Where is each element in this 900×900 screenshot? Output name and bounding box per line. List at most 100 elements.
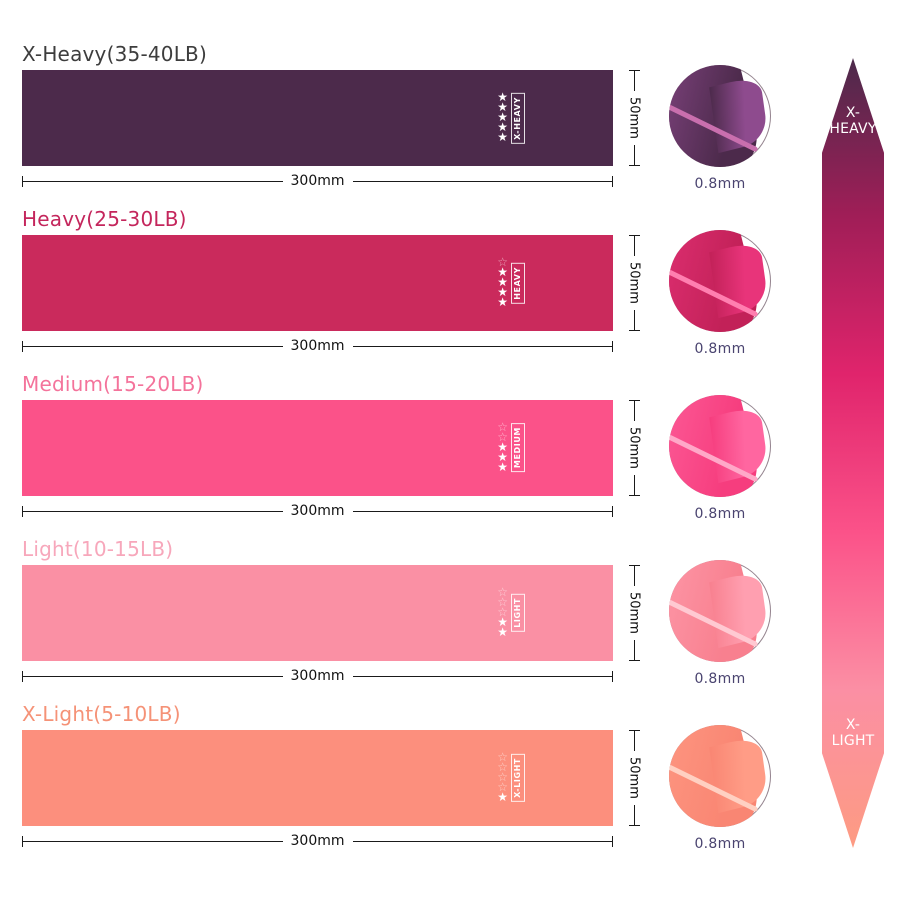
width-dimension: 50mm [624,235,644,331]
thickness-detail: 0.8mm [665,65,775,192]
band-star-rating: ☆ ☆ ☆ ★ ★ [497,587,508,638]
star-empty-icon: ☆ [497,770,508,785]
dimension-line [23,510,283,512]
dimension-cap-top [628,400,640,401]
band-print-mark: LIGHT ☆ ☆ ☆ ★ ★ [497,577,525,649]
width-dimension: 50mm [624,70,644,166]
star-filled-icon: ★ [497,100,508,115]
band-tag-label: X-HEAVY [511,92,525,144]
arrow-top-label-line2: HEAVY [829,120,877,137]
thickness-closeup-image [669,560,771,662]
thickness-label: 0.8mm [694,506,746,522]
dimension-line [352,675,612,677]
arrow-bottom-label-line1: X- [845,717,861,733]
width-dimension-label: 50mm [626,427,642,469]
thickness-label: 0.8mm [694,671,746,687]
dimension-line [633,71,635,92]
dimension-cap-right [612,835,613,847]
length-dimension: 300mm [22,337,613,355]
length-dimension: 300mm [22,667,613,685]
resistance-gradient-arrow: X- HEAVY X- LIGHT [822,58,884,848]
band-strip: MEDIUM ☆ ☆ ★ ★ ★ [22,400,613,496]
width-dimension: 50mm [624,400,644,496]
width-dimension-label: 50mm [626,757,642,799]
band-star-rating: ★ ★ ★ ★ ★ [497,90,508,144]
band-print-mark: X-LIGHT ☆ ☆ ☆ ☆ ★ [497,742,525,814]
arrow-top-label-line1: X- [845,105,861,121]
dimension-cap-left [22,340,23,352]
dimension-cap-top [628,730,640,731]
dimension-line [633,144,635,165]
thickness-detail: 0.8mm [665,395,775,522]
star-empty-icon: ☆ [497,750,508,765]
dimension-line [23,345,283,347]
width-dimension-label: 50mm [626,97,642,139]
star-empty-icon: ☆ [497,430,508,445]
dimension-line [23,675,283,677]
dimension-cap-bottom [628,330,640,331]
band-title: Heavy(25-30LB) [22,207,187,231]
band-star-rating: ☆ ★ ★ ★ ★ [497,255,508,309]
thickness-closeup-image [669,725,771,827]
band-strip: X-LIGHT ☆ ☆ ☆ ☆ ★ [22,730,613,826]
star-empty-icon: ☆ [497,595,508,610]
star-empty-icon: ☆ [497,420,508,435]
thickness-detail: 0.8mm [665,230,775,357]
thickness-detail: 0.8mm [665,725,775,852]
dimension-line [633,804,635,825]
length-dimension: 300mm [22,832,613,850]
star-filled-icon: ★ [497,449,508,464]
band-title: X-Light(5-10LB) [22,702,181,726]
band-strip: X-HEAVY ★ ★ ★ ★ ★ [22,70,613,166]
dimension-cap-left [22,670,23,682]
width-dimension-label: 50mm [626,262,642,304]
star-filled-icon: ★ [497,789,508,804]
star-filled-icon: ★ [497,440,508,455]
star-filled-icon: ★ [497,265,508,280]
band-strip: HEAVY ☆ ★ ★ ★ ★ [22,235,613,331]
thickness-closeup-image [669,65,771,167]
dimension-line [633,639,635,660]
length-dimension-label: 300mm [290,668,345,684]
band-tag-label: LIGHT [511,594,525,632]
length-dimension-label: 300mm [290,503,345,519]
dimension-cap-right [612,340,613,352]
dimension-cap-top [628,235,640,236]
dimension-line [633,474,635,495]
band-tag-label: X-LIGHT [511,754,525,802]
dimension-line [352,345,612,347]
dimension-cap-right [612,175,613,187]
star-filled-icon: ★ [497,294,508,309]
band-star-rating: ☆ ☆ ☆ ☆ ★ [497,750,508,804]
dimension-line [23,180,283,182]
dimension-line [633,566,635,587]
dimension-cap-bottom [628,660,640,661]
width-dimension-label: 50mm [626,592,642,634]
dimension-cap-left [22,505,23,517]
star-filled-icon: ★ [497,129,508,144]
dimension-cap-top [628,70,640,71]
thickness-closeup-image [669,230,771,332]
arrow-bottom-label-line2: LIGHT [831,732,875,749]
band-print-mark: HEAVY ☆ ★ ★ ★ ★ [497,247,525,319]
dimension-cap-bottom [628,825,640,826]
star-filled-icon: ★ [497,284,508,299]
thickness-label: 0.8mm [694,341,746,357]
thickness-detail: 0.8mm [665,560,775,687]
dimension-line [352,180,612,182]
star-filled-icon: ★ [497,275,508,290]
band-tag-label: HEAVY [511,262,525,304]
star-filled-icon: ★ [497,459,508,474]
star-filled-icon: ★ [497,90,508,105]
dimension-cap-right [612,670,613,682]
dimension-line [633,401,635,422]
star-empty-icon: ☆ [497,605,508,620]
dimension-line [352,840,612,842]
band-print-mark: MEDIUM ☆ ☆ ★ ★ ★ [497,412,525,484]
dimension-cap-right [612,505,613,517]
dimension-line [633,236,635,257]
width-dimension: 50mm [624,730,644,826]
star-empty-icon: ☆ [497,255,508,270]
length-dimension: 300mm [22,502,613,520]
star-filled-icon: ★ [497,110,508,125]
